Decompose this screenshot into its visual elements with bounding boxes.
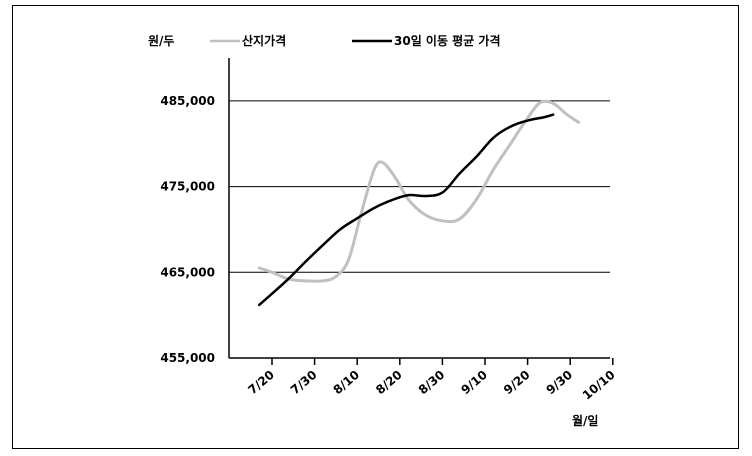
x-tick-label: 9/20 [501, 368, 533, 398]
x-tick-label: 7/30 [288, 368, 320, 398]
series-lines [257, 99, 581, 307]
y-tick-label: 485,000 [160, 94, 215, 108]
series-line-0 [257, 99, 581, 283]
series-line-1 [257, 113, 555, 307]
x-tick-label: 10/10 [580, 368, 618, 403]
x-tick-label: 9/10 [458, 368, 490, 398]
x-ticks [271, 358, 614, 365]
y-tick-label: 475,000 [160, 180, 215, 194]
grid-lines [229, 100, 610, 273]
x-tick-label: 8/30 [416, 368, 448, 398]
y-tick-labels: 455,000 465,000 475,000 485,000 [160, 94, 215, 365]
y-tick-label: 465,000 [160, 265, 215, 279]
legend-label-series-1: 30일 이동 평균 가격 [394, 33, 501, 48]
x-tick-label: 8/20 [373, 368, 405, 398]
x-tick-label: 8/10 [331, 368, 363, 398]
legend-label-series-0: 산지가격 [242, 33, 286, 48]
y-axis-label: 원/두 [148, 34, 174, 48]
x-tick-label: 9/30 [544, 368, 576, 398]
x-tick-label: 7/20 [245, 368, 277, 398]
x-axis-label: 월/일 [572, 413, 598, 428]
y-tick-label: 455,000 [160, 351, 215, 365]
legend: 원/두 산지가격 30일 이동 평균 가격 [148, 33, 501, 48]
x-tick-labels: 7/20 7/30 8/10 8/20 8/30 9/10 9/20 9/30 10/10 [245, 368, 617, 403]
chart-frame [12, 5, 739, 449]
